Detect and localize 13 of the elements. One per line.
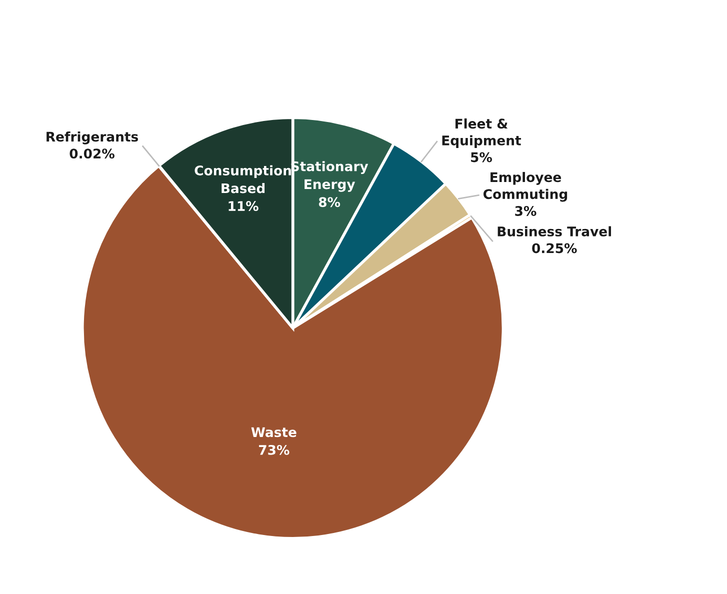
slice-label: Refrigerants xyxy=(46,131,138,144)
slice-label: Employee Commuting xyxy=(484,172,568,202)
data-label: 73% xyxy=(259,444,290,455)
slice-label: Fleet & Equipment xyxy=(442,118,522,148)
data-label: 0.02% xyxy=(70,148,114,159)
data-label: 0.25% xyxy=(532,243,577,254)
data-label: 8% xyxy=(318,197,340,208)
data-label: 5% xyxy=(471,152,492,162)
data-label: 11% xyxy=(228,201,258,212)
data-label: 3% xyxy=(515,206,536,216)
slice-label: Consumption Based xyxy=(194,165,291,194)
slice-label: Waste xyxy=(251,427,296,438)
slice-label: Business Travel xyxy=(498,226,612,236)
